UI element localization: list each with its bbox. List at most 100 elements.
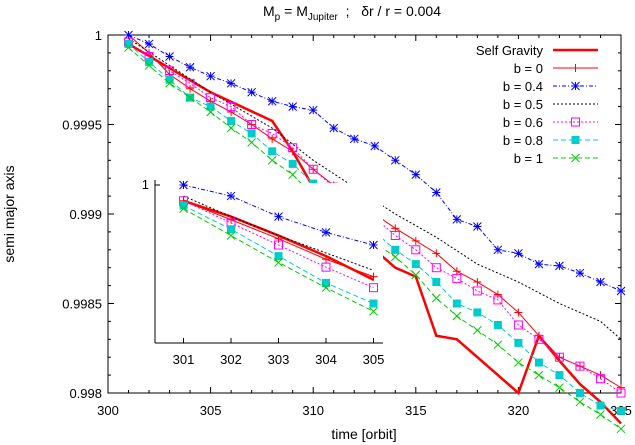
data-point: [472, 286, 482, 296]
data-point: [555, 371, 564, 380]
data-point: [390, 252, 400, 262]
legend-marker: [571, 117, 580, 127]
data-point: [534, 334, 544, 344]
inset-data-point: [226, 191, 236, 201]
inset-x-tick-label: 301: [173, 352, 195, 367]
data-point: [493, 295, 503, 305]
inset-data-point: [179, 204, 188, 214]
inset-data-point: [369, 283, 378, 293]
data-point: [452, 273, 462, 283]
data-point: [145, 57, 154, 66]
data-point: [206, 71, 215, 81]
data-point: [432, 278, 441, 287]
inset-data-point: [322, 278, 330, 287]
series-self-gravity: [127, 42, 622, 425]
x-ticks: 300305310315320325: [97, 35, 632, 418]
data-point: [288, 143, 298, 153]
inset-data-point: [321, 262, 331, 272]
data-point: [267, 96, 277, 106]
inset-x-tick-label: 303: [268, 352, 290, 367]
inset-data-point: [369, 307, 378, 316]
data-point: [473, 222, 482, 231]
data-point: [308, 105, 318, 115]
data-point: [514, 358, 523, 367]
legend-label: b = 0.4: [503, 79, 543, 94]
y-tick-label: 1: [95, 28, 102, 43]
legend-entry: b = 0.8: [503, 133, 598, 148]
data-point: [534, 358, 543, 367]
data-point: [144, 61, 154, 70]
data-point: [267, 155, 277, 165]
data-point: [185, 78, 195, 88]
inset-series-line: [183, 208, 374, 312]
y-tick-label: 0.9985: [62, 297, 102, 312]
data-point: [390, 230, 400, 240]
data-point: [431, 293, 441, 303]
inset-ticks: 301 302 303 304 305 1: [142, 177, 385, 367]
series-line: [128, 38, 622, 340]
data-point: [247, 120, 257, 129]
inset-data-point: [321, 283, 331, 293]
legend-label: b = 0.8: [503, 133, 543, 148]
data-point: [432, 249, 441, 258]
series-line: [127, 42, 622, 425]
data-point: [185, 93, 195, 103]
data-point: [595, 374, 605, 384]
inset-series: [179, 204, 378, 316]
y-axis-label: semi major axis: [1, 165, 17, 262]
y-tick-label: 0.9995: [62, 118, 102, 133]
inset-data-point: [227, 225, 235, 234]
legend-background: [440, 39, 612, 164]
legend-entry: b = 0.5: [503, 97, 598, 112]
inset-y-tick-label: 1: [142, 177, 149, 192]
data-point: [596, 401, 605, 410]
data-point: [493, 245, 503, 255]
y-tick-label: 0.998: [69, 386, 102, 401]
data-point: [575, 361, 585, 371]
inset-series-group: [179, 180, 378, 316]
data-point: [267, 128, 277, 138]
data-point: [227, 107, 236, 116]
data-point: [370, 141, 380, 151]
data-point: [411, 245, 421, 255]
data-point: [390, 155, 400, 165]
data-point: [391, 245, 400, 254]
legend-entry: b = 0.6: [503, 115, 598, 130]
data-point: [555, 261, 564, 271]
data-point: [206, 102, 215, 111]
data-point: [616, 286, 626, 296]
data-point: [616, 424, 626, 434]
legend-marker: [571, 153, 580, 163]
title-equals: = M: [280, 3, 308, 19]
title-jupiter-sub: Jupiter: [308, 12, 339, 23]
chart-title: Mp = MJupiter ; δr / r = 0.004: [263, 3, 441, 23]
legend-entry: Self Gravity: [476, 43, 598, 58]
x-tick-label: 305: [200, 403, 222, 418]
data-point: [206, 93, 216, 103]
title-mass-sub: p: [275, 12, 281, 23]
data-point: [514, 249, 523, 258]
data-point: [124, 43, 133, 52]
data-point: [513, 320, 523, 330]
data-point: [288, 170, 298, 179]
data-point: [226, 123, 236, 133]
legend: Self Gravity b = 0 b = 0.4 b = 0.5 b = 0.6 b …: [440, 39, 612, 166]
data-point: [575, 389, 584, 397]
data-point: [349, 134, 359, 144]
data-point: [596, 277, 605, 287]
inset-x-tick-label: 305: [363, 352, 385, 367]
inset-series: [179, 180, 378, 250]
data-point: [575, 397, 585, 407]
legend-label: Self Gravity: [476, 43, 544, 58]
inset-x-tick-label: 302: [220, 352, 242, 367]
data-point: [617, 383, 625, 392]
inset-data-point: [369, 299, 378, 308]
legend-label: b = 0.6: [503, 115, 543, 130]
inset-data-point: [322, 255, 330, 264]
legend-label: b = 0: [514, 61, 543, 76]
data-point: [144, 39, 154, 49]
legend-marker: [571, 136, 580, 144]
data-point: [452, 215, 462, 224]
data-point: [473, 325, 482, 335]
data-point: [268, 147, 277, 156]
